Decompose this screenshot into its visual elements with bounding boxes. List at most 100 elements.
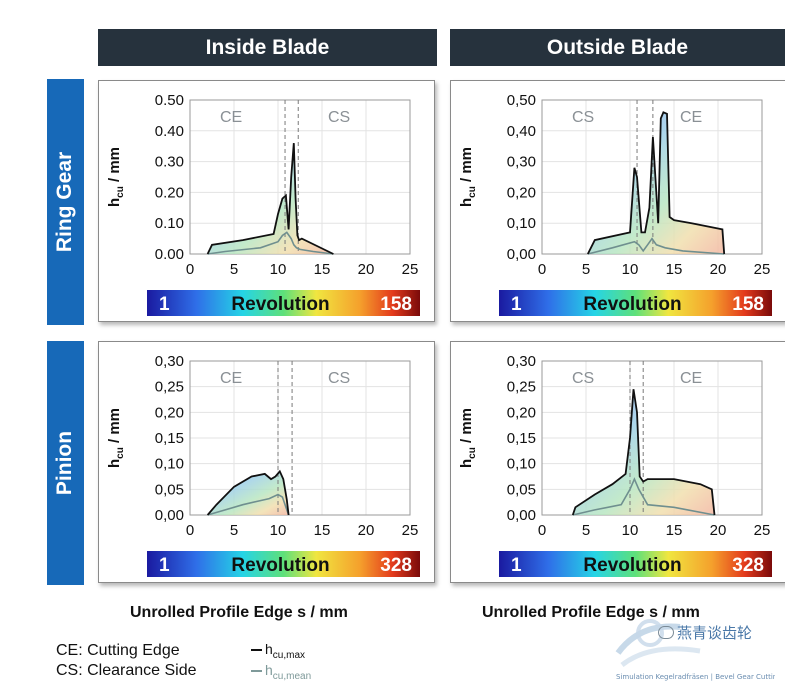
x-tick-label: 10 (270, 261, 287, 278)
legend-ce: CE: Cutting Edge (56, 642, 180, 659)
y-tick-label: 0,30 (507, 353, 536, 370)
y-axis-label-unit: / mm (106, 147, 123, 186)
y-tick-label: 0.30 (155, 154, 184, 171)
y-tick-label: 0,10 (507, 215, 536, 232)
y-axis-label-unit: / mm (458, 147, 475, 186)
colorbar-title: Revolution (231, 555, 329, 576)
y-axis-label-main: h (458, 459, 475, 468)
x-tick-label: 25 (754, 522, 771, 539)
colorbar-max-label: 158 (732, 294, 764, 315)
x-axis-label-left: Unrolled Profile Edge s / mm (130, 604, 348, 621)
watermark-text: 燕青谈齿轮 (658, 622, 752, 643)
y-axis-label: hcu / mm (106, 408, 126, 468)
colorbar (147, 551, 420, 577)
y-axis-label-main: h (106, 459, 123, 468)
y-axis-label-sub: cu (115, 447, 126, 459)
region-label-right: CE (680, 109, 702, 126)
x-tick-label: 5 (582, 522, 590, 539)
row-header-ring-gear-label: Ring Gear (53, 151, 77, 253)
y-tick-label: 0,30 (155, 353, 184, 370)
legend-max-main: h (265, 641, 273, 657)
y-tick-label: 0,20 (507, 184, 536, 201)
chart-svg-ring-inside: CE CS 0.00 0.10 0.20 0.30 0.40 0.50 0 5 10 15 20 25 hc… (106, 92, 420, 316)
y-tick-label: 0.00 (155, 246, 184, 263)
data-area-fill (207, 143, 334, 254)
series-line-hcu-max (206, 469, 290, 516)
y-tick-label: 0.40 (155, 123, 184, 140)
y-tick-label: 0,10 (507, 456, 536, 473)
region-label-left: CS (572, 370, 594, 387)
region-label-left: CS (572, 109, 594, 126)
series-line-hcu-mean (587, 237, 725, 255)
x-tick-label: 15 (666, 522, 683, 539)
x-tick-label: 5 (230, 261, 238, 278)
y-axis-label: hcu / mm (106, 147, 126, 207)
y-tick-label: 0,40 (507, 123, 536, 140)
y-tick-label: 0,25 (507, 379, 536, 396)
region-label-left: CE (220, 109, 242, 126)
y-axis-label: hcu / mm (458, 147, 478, 207)
y-tick-label: 0.50 (155, 92, 184, 109)
y-tick-label: 0,05 (155, 481, 184, 498)
watermark-subtext: Simulation Kegelradfräsen | Bevel Gear C… (616, 673, 775, 681)
x-tick-label: 25 (402, 261, 419, 278)
region-label-right: CS (328, 370, 350, 387)
colorbar-max-label: 328 (380, 555, 412, 576)
x-tick-label: 25 (754, 261, 771, 278)
x-tick-label: 0 (186, 522, 194, 539)
plot-frame (189, 360, 411, 516)
x-tick-label: 10 (622, 522, 639, 539)
region-label-right: CE (680, 370, 702, 387)
y-tick-label: 0,10 (155, 456, 184, 473)
y-tick-label: 0.20 (155, 184, 184, 201)
column-header-outside-blade: Outside Blade (450, 29, 785, 66)
row-header-ring-gear: Ring Gear (47, 79, 84, 325)
x-tick-label: 5 (582, 261, 590, 278)
x-tick-label: 20 (358, 261, 375, 278)
x-tick-label: 10 (270, 522, 287, 539)
y-tick-label: 0,00 (507, 507, 536, 524)
y-tick-label: 0,20 (507, 404, 536, 421)
chart-svg-ring-outside: CS CE 0,00 0,10 0,20 0,30 0,40 0,50 0 5 10 15 20 25 hc… (458, 92, 772, 316)
y-axis-label-main: h (458, 198, 475, 207)
x-tick-label: 5 (230, 522, 238, 539)
colorbar-min-label: 1 (159, 294, 170, 315)
legend-max-sub: cu,max (272, 649, 306, 661)
colorbar-min-label: 1 (159, 555, 170, 576)
wechat-icon (658, 626, 674, 639)
chart-panel-ring-outside: CS CE 0,00 0,10 0,20 0,30 0,40 0,50 0 5 10 15 20 25 hc… (450, 80, 785, 322)
y-tick-label: 0.10 (155, 215, 184, 232)
x-axis-label-right: Unrolled Profile Edge s / mm (482, 604, 700, 621)
chart-panel-pinion-inside: CE CS 0,00 0,05 0,10 0,15 0,20 0,25 0,30 0 5 10 15 20… (98, 341, 435, 583)
colorbar-min-label: 1 (511, 555, 522, 576)
colorbar-max-label: 158 (380, 294, 412, 315)
y-tick-label: 0,25 (155, 379, 184, 396)
y-axis-label-sub: cu (115, 186, 126, 198)
y-tick-label: 0,00 (155, 507, 184, 524)
data-area-fill (587, 112, 725, 254)
series-line-hcu-mean (572, 477, 715, 516)
chart-panel-ring-inside: CE CS 0.00 0.10 0.20 0.30 0.40 0.50 0 5 10 15 20 25 hc… (98, 80, 435, 322)
colorbar-min-label: 1 (511, 294, 522, 315)
y-tick-label: 0,30 (507, 154, 536, 171)
x-tick-label: 20 (710, 261, 727, 278)
y-axis-label-unit: / mm (106, 408, 123, 447)
y-axis-label-sub: cu (467, 186, 478, 198)
y-tick-label: 0,50 (507, 92, 536, 109)
colorbar (499, 551, 772, 577)
x-tick-label: 15 (314, 261, 331, 278)
legend-hcu-max: hcu,max (251, 641, 305, 661)
y-axis-label-unit: / mm (458, 408, 475, 447)
chart-svg-pinion-inside: CE CS 0,00 0,05 0,10 0,15 0,20 0,25 0,30 0 5 10 15 20… (106, 353, 420, 577)
watermark-label: 燕青谈齿轮 (677, 624, 753, 642)
region-label-right: CS (328, 109, 350, 126)
y-tick-label: 0,00 (507, 246, 536, 263)
x-tick-label: 0 (186, 261, 194, 278)
x-tick-label: 15 (666, 261, 683, 278)
data-area-fill (207, 471, 289, 515)
y-tick-label: 0,05 (507, 481, 536, 498)
y-tick-label: 0,15 (155, 430, 184, 447)
series-line-hcu-mean (207, 231, 334, 255)
legend-cs: CS: Clearance Side (56, 662, 197, 679)
y-tick-label: 0,15 (507, 430, 536, 447)
